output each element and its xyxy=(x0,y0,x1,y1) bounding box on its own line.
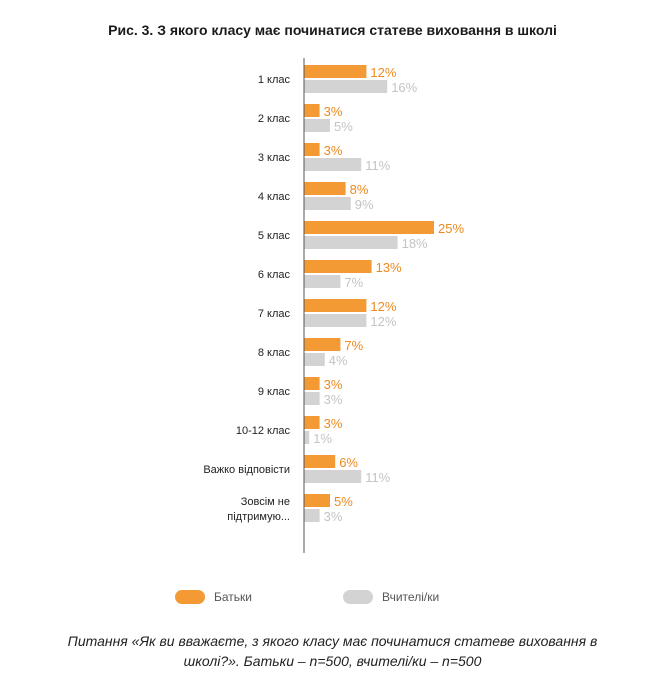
bar-parents xyxy=(304,416,320,429)
legend-swatch-teachers xyxy=(343,590,373,604)
value-label-parents: 3% xyxy=(324,416,343,431)
bar-parents xyxy=(304,455,336,468)
bar-parents xyxy=(304,143,320,156)
bar-parents xyxy=(304,65,367,78)
bar-teachers xyxy=(304,470,362,483)
question-caption: Питання «Як ви вважаєте, з якого класу м… xyxy=(67,633,598,669)
value-label-teachers: 4% xyxy=(329,353,348,368)
value-label-teachers: 7% xyxy=(344,275,363,290)
value-label-teachers: 11% xyxy=(365,158,390,173)
value-label-parents: 8% xyxy=(350,182,369,197)
bar-teachers xyxy=(304,197,351,210)
bar-parents xyxy=(304,221,434,234)
legend: Батьки Вчителі/ки xyxy=(0,590,665,610)
bar-parents xyxy=(304,338,341,351)
category-label-line1: Зовсім не xyxy=(241,496,290,508)
value-label-parents: 3% xyxy=(324,377,343,392)
bar-teachers xyxy=(304,392,320,405)
category-label: 1 клас xyxy=(258,74,291,86)
legend-item-teachers: Вчителі/ки xyxy=(343,590,439,604)
value-label-teachers: 1% xyxy=(313,431,332,446)
value-label-teachers: 18% xyxy=(402,236,428,251)
value-label-parents: 25% xyxy=(438,221,464,236)
category-label: 10-12 клас xyxy=(236,425,291,437)
value-label-teachers: 3% xyxy=(324,509,343,524)
value-label-parents: 13% xyxy=(376,260,402,275)
value-label-parents: 7% xyxy=(344,338,363,353)
value-label-teachers: 11% xyxy=(365,470,390,485)
value-label-parents: 12% xyxy=(370,65,396,80)
bar-teachers xyxy=(304,119,330,132)
value-label-teachers: 5% xyxy=(334,119,353,134)
bar-teachers xyxy=(304,509,320,522)
chart-title: Рис. 3. З якого класу має починатися ста… xyxy=(108,22,557,38)
legend-swatch-parents xyxy=(175,590,205,604)
category-label: Важко відповісти xyxy=(203,464,290,476)
bar-teachers xyxy=(304,353,325,366)
category-label: 4 клас xyxy=(258,191,291,203)
category-label: 3 клас xyxy=(258,152,291,164)
category-label: 2 клас xyxy=(258,113,291,125)
bar-chart: 1 клас 12%16%2 клас 3%5%3 клас 3%11%4 клас 8… xyxy=(203,58,464,553)
category-label: 5 клас xyxy=(258,230,291,242)
legend-label-parents: Батьки xyxy=(214,590,252,604)
bar-parents xyxy=(304,104,320,117)
bar-teachers xyxy=(304,236,398,249)
value-label-teachers: 16% xyxy=(391,80,417,95)
bar-teachers xyxy=(304,314,367,327)
category-label: 8 клас xyxy=(258,347,291,359)
category-label-line2: підтримую... xyxy=(227,511,290,523)
value-label-parents: 5% xyxy=(334,494,353,509)
bar-teachers xyxy=(304,275,341,288)
bar-teachers xyxy=(304,158,362,171)
bar-parents xyxy=(304,182,346,195)
legend-item-parents: Батьки xyxy=(175,590,252,604)
category-label: 9 клас xyxy=(258,386,291,398)
value-label-teachers: 12% xyxy=(370,314,396,329)
value-label-parents: 3% xyxy=(324,143,343,158)
value-label-teachers: 3% xyxy=(324,392,343,407)
bar-teachers xyxy=(304,80,388,93)
value-label-parents: 12% xyxy=(370,299,396,314)
category-label: 7 клас xyxy=(258,308,291,320)
bar-teachers xyxy=(304,431,310,444)
bar-parents xyxy=(304,260,372,273)
value-label-parents: 3% xyxy=(324,104,343,119)
legend-label-teachers: Вчителі/ки xyxy=(382,590,440,604)
bar-parents xyxy=(304,299,367,312)
bar-parents xyxy=(304,494,330,507)
bar-parents xyxy=(304,377,320,390)
category-label: 6 клас xyxy=(258,269,291,281)
value-label-parents: 6% xyxy=(339,455,358,470)
value-label-teachers: 9% xyxy=(355,197,374,212)
